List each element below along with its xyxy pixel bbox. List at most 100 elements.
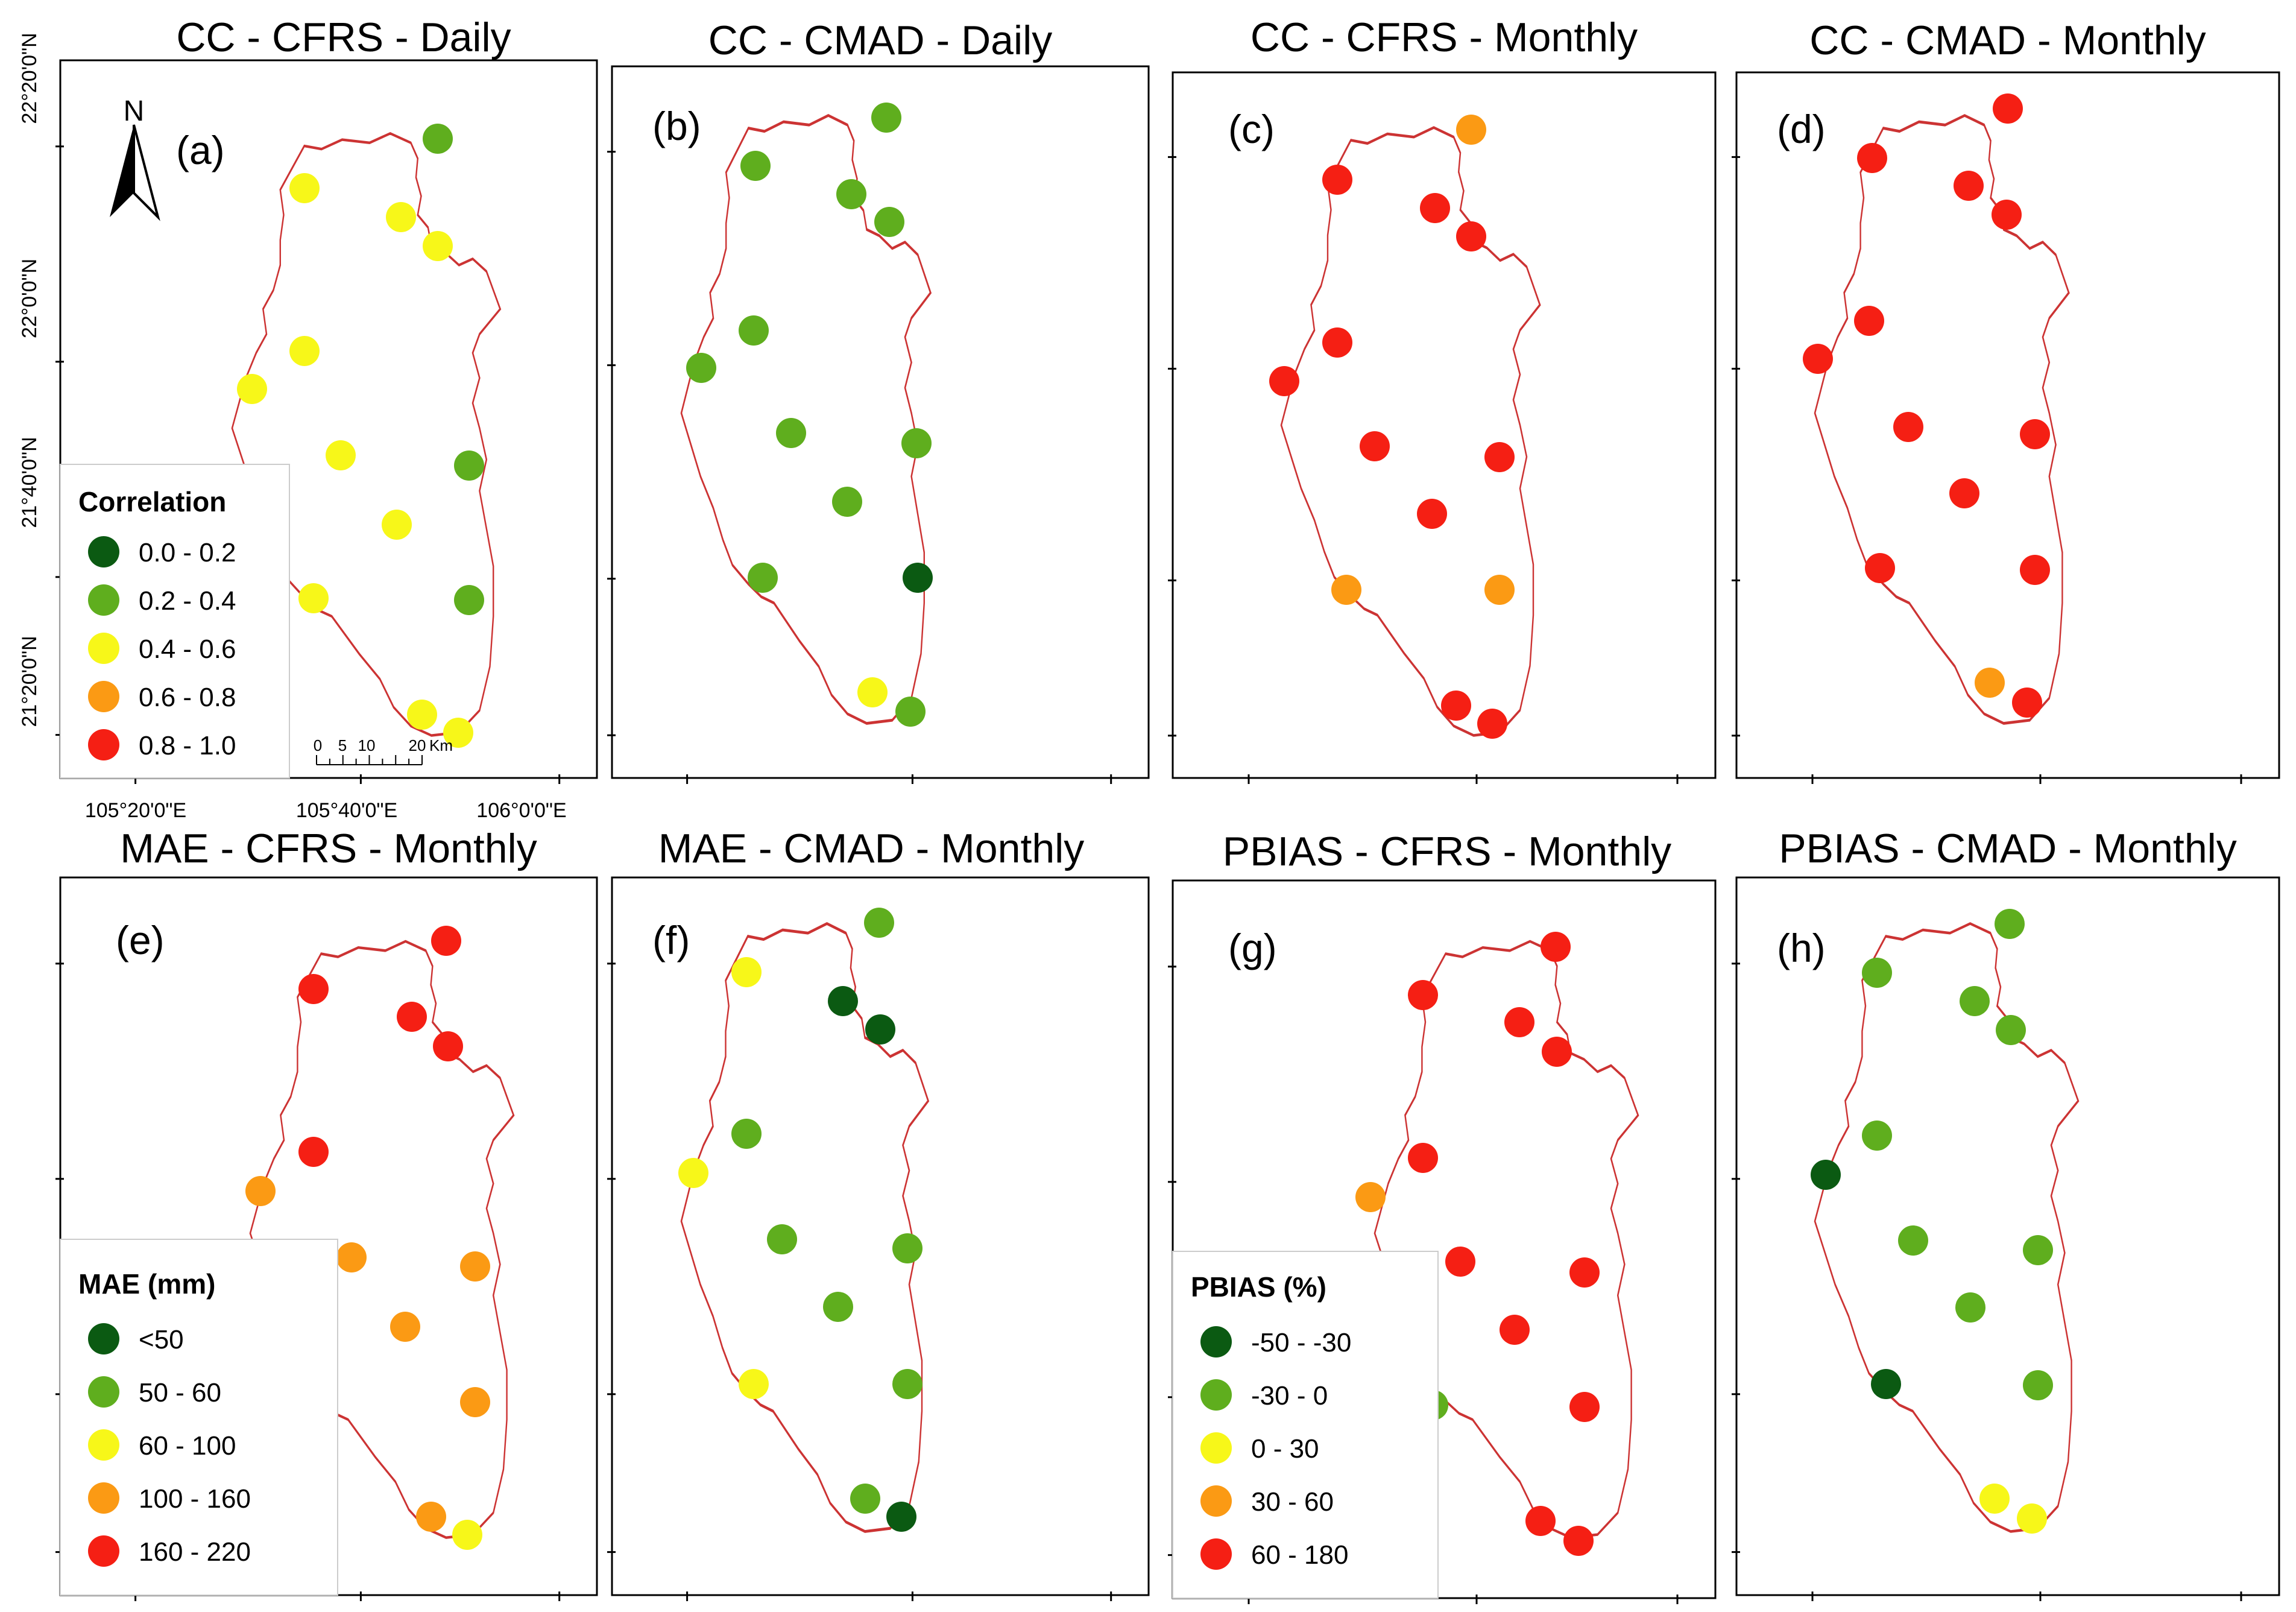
station-marker: [776, 418, 806, 448]
scale-label: 20: [409, 736, 426, 754]
north-label: N: [124, 95, 145, 127]
legend-label: 0.0 - 0.2: [139, 538, 236, 567]
legend-label: 60 - 100: [139, 1431, 236, 1461]
legend-swatch: [1200, 1379, 1232, 1411]
legend-swatch: [88, 681, 119, 712]
station-marker: [407, 700, 437, 730]
station-marker: [1541, 932, 1571, 962]
lat-label: 21°40'0"N: [18, 437, 41, 528]
station-marker: [2023, 1235, 2053, 1265]
legend-swatch: [1200, 1326, 1232, 1358]
station-marker: [1269, 366, 1299, 396]
panel-frame: [1735, 71, 2280, 779]
station-marker: [739, 1369, 769, 1399]
legend-swatch: [88, 633, 119, 664]
station-marker: [390, 1312, 420, 1342]
station-marker: [823, 1292, 853, 1322]
station-marker: [1417, 499, 1447, 529]
panel-letter: (e): [116, 918, 165, 962]
panel-h: PBIAS - CMAD - Monthly (h): [1736, 826, 2279, 1595]
station-marker: [289, 336, 320, 366]
panels-layer: CC - CFRS - Daily (a) CC - CMAD - Daily(b)…: [60, 14, 2279, 1598]
station-marker: [1954, 171, 1984, 201]
panel-title: CC - CMAD - Daily: [708, 17, 1052, 63]
panel-title: CC - CFRS - Daily: [176, 14, 511, 60]
legend-label: 100 - 160: [139, 1484, 251, 1514]
panel-d: CC - CMAD - Monthly (d): [1736, 17, 2279, 778]
station-marker: [1857, 143, 1887, 173]
station-marker: [1477, 709, 1507, 739]
station-marker: [1949, 478, 1979, 508]
lat-label: 21°20'0"N: [18, 636, 41, 727]
legend-label: 30 - 60: [1251, 1487, 1334, 1517]
legend-label: -50 - -30: [1251, 1328, 1351, 1358]
station-marker: [1862, 1120, 1892, 1151]
panel-frame: [1735, 876, 2280, 1596]
legend-swatch: [88, 1376, 119, 1408]
station-marker: [857, 677, 888, 707]
scale-bar: 0 5 10 20 Km: [314, 736, 453, 765]
station-marker: [864, 908, 894, 938]
station-marker: [460, 1387, 490, 1417]
panel-title: CC - CFRS - Monthly: [1250, 14, 1638, 60]
station-marker: [1862, 958, 1892, 988]
station-marker: [382, 510, 412, 540]
station-marker: [416, 1502, 446, 1532]
station-marker: [452, 1520, 482, 1550]
station-marker: [1898, 1225, 1928, 1256]
station-marker: [886, 1502, 916, 1532]
panel-g: PBIAS - CFRS - Monthly (g): [1173, 829, 1715, 1598]
legend-swatch: [88, 729, 119, 760]
station-marker: [1992, 200, 2022, 230]
station-marker: [828, 986, 858, 1016]
legend-swatch: [88, 1535, 119, 1567]
station-marker: [748, 563, 778, 593]
station-marker: [901, 428, 932, 458]
legend-mae: MAE (mm) <50 50 - 60 60 - 100 100 - 160 160 -…: [60, 1239, 338, 1596]
station-marker: [1995, 909, 2025, 939]
station-marker: [731, 957, 762, 987]
station-marker: [1525, 1506, 1556, 1536]
station-marker: [245, 1176, 276, 1206]
north-arrow-icon: N: [110, 95, 160, 221]
scale-label: 10: [358, 736, 376, 754]
legend-swatch: [88, 1482, 119, 1514]
legend-label: 50 - 60: [139, 1378, 221, 1408]
lat-label: 22°20'0"N: [18, 33, 41, 124]
panel-title: CC - CMAD - Monthly: [1809, 17, 2206, 63]
legend-title: MAE (mm): [78, 1268, 215, 1300]
station-marker: [454, 585, 484, 615]
station-marker: [1355, 1182, 1386, 1212]
station-marker: [336, 1242, 367, 1272]
station-marker: [1871, 1369, 1901, 1399]
legend-correlation: Correlation 0.0 - 0.2 0.2 - 0.4 0.4 - 0.6 0.…: [60, 464, 290, 779]
legend-label: 0.8 - 1.0: [139, 731, 236, 760]
station-marker: [326, 440, 356, 470]
station-marker: [1322, 327, 1352, 358]
station-marker: [1979, 1484, 2010, 1514]
station-marker: [871, 103, 901, 133]
scale-label: 5: [338, 736, 347, 754]
station-marker: [1408, 980, 1438, 1010]
station-marker: [1569, 1392, 1600, 1422]
station-marker: [423, 231, 453, 261]
panel-letter: (h): [1777, 926, 1826, 970]
station-marker: [2023, 1370, 2053, 1400]
station-marker: [1456, 115, 1486, 145]
station-marker: [433, 1031, 463, 1061]
station-marker: [892, 1369, 922, 1399]
station-marker: [739, 315, 769, 346]
station-marker: [1445, 1247, 1475, 1277]
legend-label: <50: [139, 1325, 184, 1354]
station-marker: [1803, 344, 1833, 374]
panel-frame: [1172, 71, 1717, 779]
station-marker: [386, 202, 416, 232]
legend-pbias: PBIAS (%) -50 - -30 -30 - 0 0 - 30 30 - 60 60…: [1172, 1251, 1439, 1599]
legend-label: 0.4 - 0.6: [139, 634, 236, 664]
lon-label: 105°20'0"E: [85, 799, 186, 822]
panel-title: PBIAS - CFRS - Monthly: [1223, 829, 1671, 874]
panel-letter: (a): [176, 128, 225, 172]
scale-unit: Km: [429, 736, 453, 754]
station-marker: [298, 583, 329, 613]
